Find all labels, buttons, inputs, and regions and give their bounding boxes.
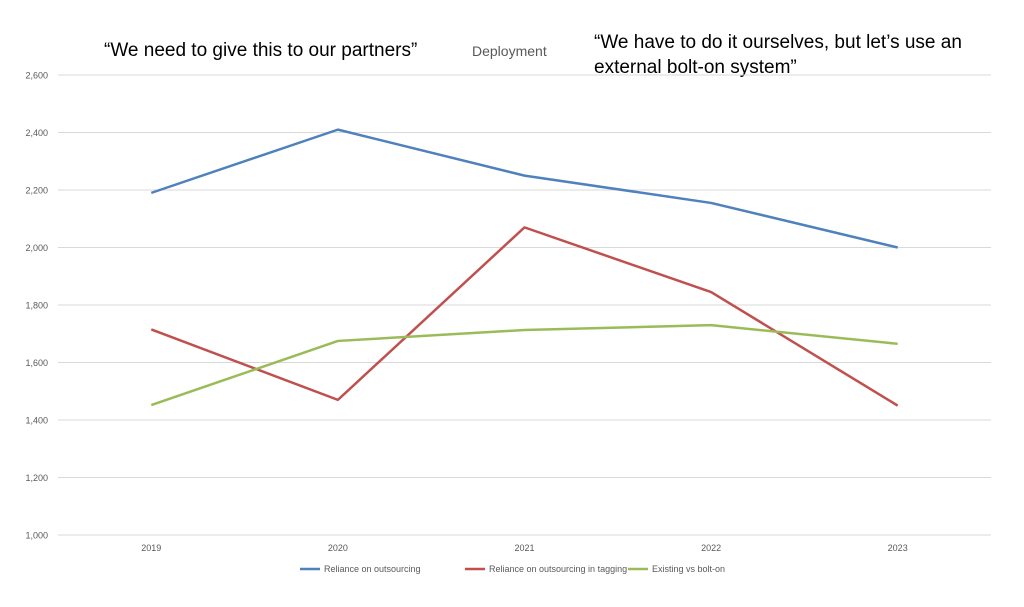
legend: Reliance on outsourcing Reliance on outso… bbox=[300, 564, 725, 574]
x-tick-label: 2021 bbox=[514, 543, 534, 553]
y-axis-ticks: 1,000 1,200 1,400 1,600 1,800 2,000 2,200 2,400… bbox=[25, 71, 48, 541]
quote-left: “We need to give this to our partners” bbox=[104, 40, 418, 61]
x-tick-label: 2022 bbox=[701, 543, 721, 553]
x-axis-ticks: 2019 2020 2021 2022 2023 bbox=[141, 543, 907, 553]
y-tick-label: 1,400 bbox=[25, 416, 48, 426]
x-tick-label: 2023 bbox=[888, 543, 908, 553]
y-tick-label: 2,600 bbox=[25, 71, 48, 81]
legend-item: Reliance on outsourcing bbox=[300, 564, 421, 574]
series-lines bbox=[150, 128, 899, 407]
y-tick-label: 2,400 bbox=[25, 128, 48, 138]
chart-title: Deployment bbox=[472, 43, 547, 59]
y-tick-label: 1,800 bbox=[25, 301, 48, 311]
y-tick-label: 1,200 bbox=[25, 473, 48, 483]
series-line-1 bbox=[150, 128, 898, 249]
series-line-2 bbox=[150, 226, 899, 407]
gridlines bbox=[58, 74, 991, 536]
legend-item: Existing vs bolt-on bbox=[628, 564, 725, 574]
quote-right: “We have to do it ourselves, but let’s u… bbox=[594, 32, 962, 78]
y-tick-label: 1,600 bbox=[25, 358, 48, 368]
legend-item: Reliance on outsourcing in tagging bbox=[465, 564, 627, 574]
y-tick-label: 2,000 bbox=[25, 243, 48, 253]
y-tick-label: 2,200 bbox=[25, 186, 48, 196]
x-tick-label: 2019 bbox=[141, 543, 161, 553]
y-tick-label: 1,000 bbox=[25, 531, 48, 541]
legend-label: Reliance on outsourcing in tagging bbox=[489, 564, 627, 574]
legend-label: Existing vs bolt-on bbox=[652, 564, 725, 574]
legend-label: Reliance on outsourcing bbox=[324, 564, 421, 574]
x-tick-label: 2020 bbox=[328, 543, 348, 553]
